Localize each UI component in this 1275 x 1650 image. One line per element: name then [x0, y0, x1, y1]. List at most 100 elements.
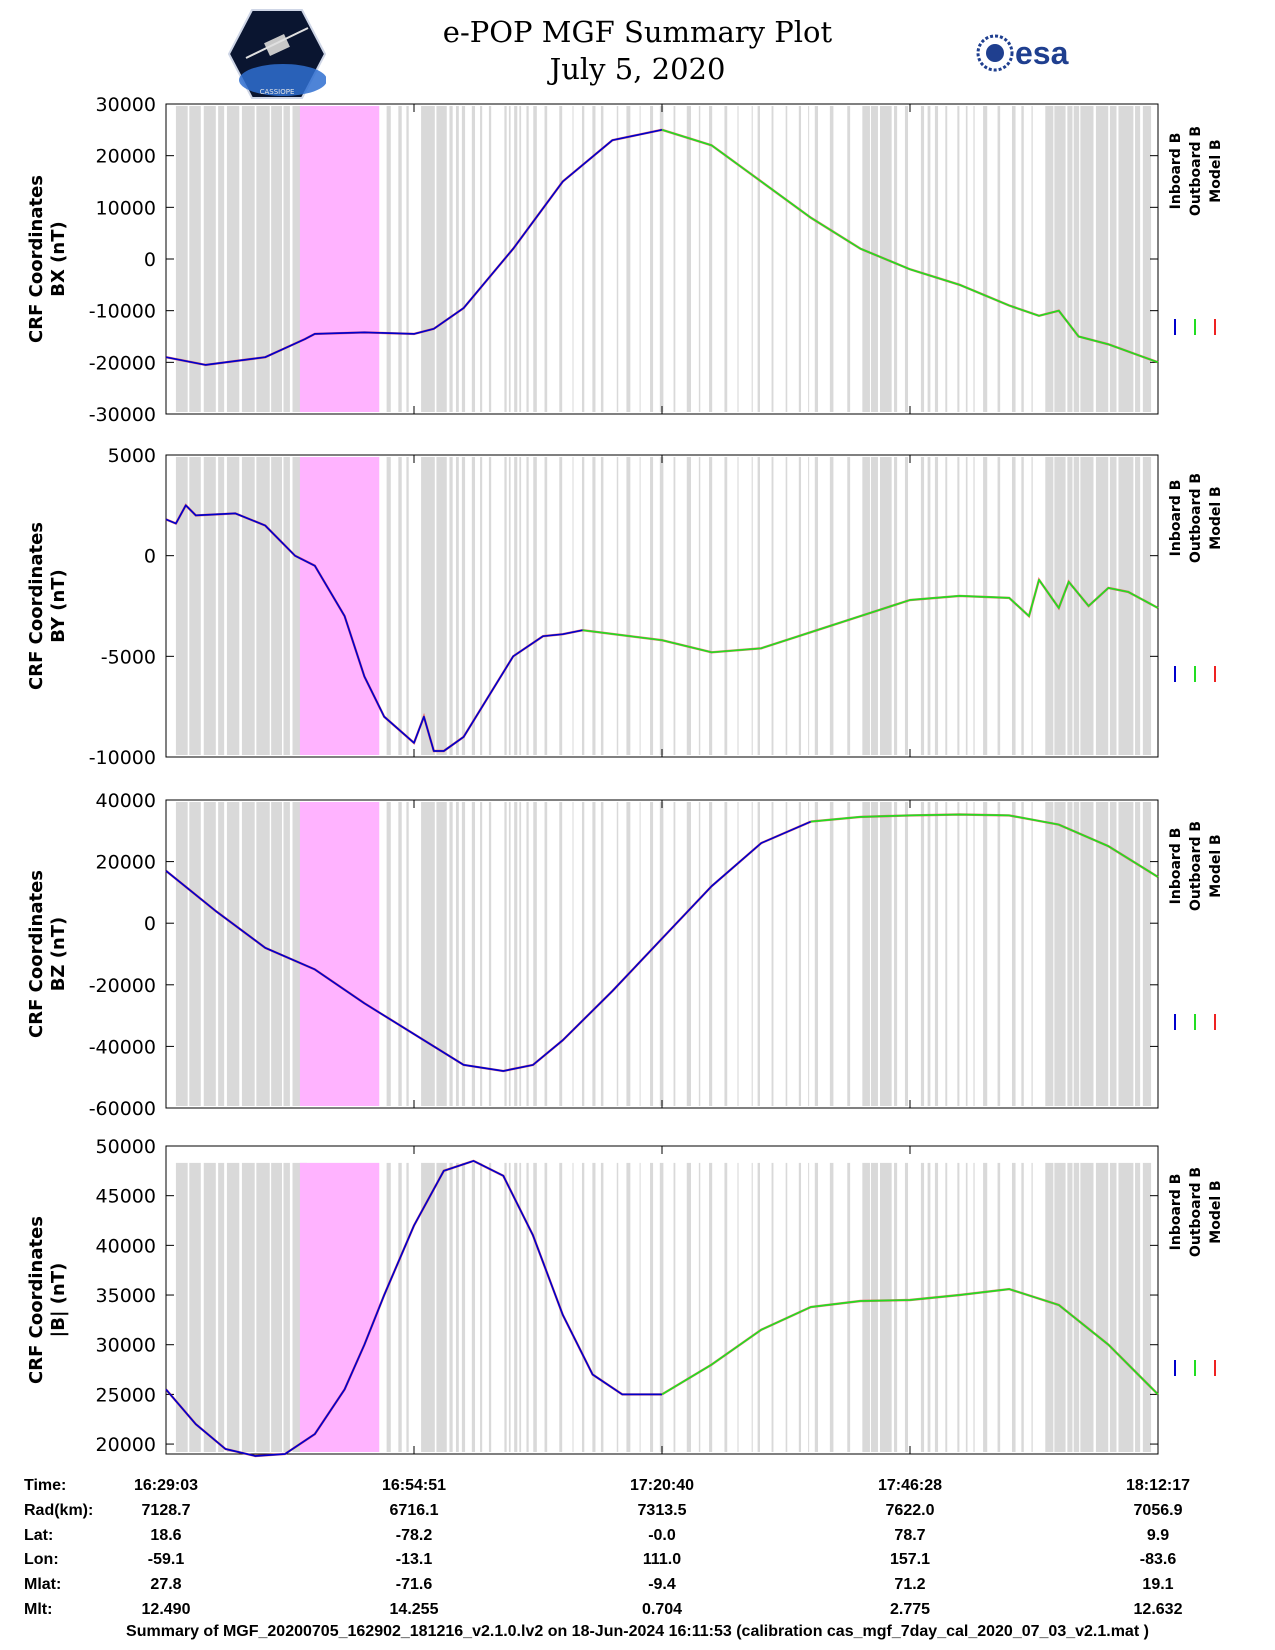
- info-cell: 17:20:40: [629, 1477, 695, 1494]
- gap-stripe: [455, 1162, 459, 1452]
- gap-stripe: [751, 1162, 753, 1452]
- info-cell: 14.255: [389, 1601, 439, 1618]
- gap-stripe: [945, 457, 948, 755]
- info-row-label: Rad(km):: [24, 1501, 94, 1519]
- gap-stripe: [508, 802, 511, 1106]
- y-tick-label: -20000: [89, 975, 156, 997]
- gap-stripe: [544, 457, 548, 755]
- gap-stripe: [983, 1162, 988, 1452]
- y-tick-label: 0: [144, 249, 156, 271]
- gap-stripe: [771, 457, 774, 755]
- gap-stripe: [894, 457, 898, 755]
- gap-stripe: [436, 457, 447, 755]
- gap-stripe: [973, 802, 975, 1106]
- gap-stripe: [514, 457, 518, 755]
- y-tick-label: -10000: [89, 301, 156, 323]
- gap-stripe: [616, 106, 619, 412]
- gap-shading: [175, 1162, 1152, 1452]
- gap-stripe: [983, 106, 988, 412]
- gap-stripe: [436, 106, 447, 412]
- gap-stripe: [533, 106, 537, 412]
- gap-stripe: [965, 802, 968, 1106]
- gap-stripe: [480, 457, 483, 755]
- gap-stripe: [798, 1162, 802, 1452]
- gap-stripe: [709, 106, 713, 412]
- y-tick-label: 35000: [96, 1285, 156, 1307]
- gap-stripe: [757, 1162, 760, 1452]
- gap-stripe: [997, 457, 1001, 755]
- gap-stripe: [421, 802, 435, 1106]
- gap-shading: [175, 106, 1152, 412]
- gap-stripe: [894, 106, 898, 412]
- gap-stripe: [724, 1162, 728, 1452]
- gap-stripe: [461, 106, 466, 412]
- gap-stripe: [771, 106, 774, 412]
- cassiope-logo-text: CASSIOPE: [260, 88, 295, 96]
- gap-stripe: [398, 802, 402, 1106]
- gap-stripe: [449, 457, 453, 755]
- gap-stripe: [957, 802, 960, 1106]
- gap-stripe: [1067, 802, 1073, 1106]
- info-cell: -0.0: [648, 1526, 676, 1544]
- gap-stripe: [271, 457, 283, 755]
- y-tick-label: 0: [144, 913, 156, 935]
- y-axis-label-line2: BX (nT): [48, 221, 69, 296]
- gap-stripe: [1109, 802, 1117, 1106]
- gap-stripe: [894, 1162, 898, 1452]
- gap-stripe: [488, 457, 492, 755]
- gap-stripe: [1095, 106, 1109, 412]
- gap-stripe: [519, 802, 522, 1106]
- series-model-line: [165, 1159, 662, 1458]
- y-tick-label: -20000: [89, 352, 156, 374]
- y-axis-label-line2: BY (nT): [48, 569, 69, 643]
- gap-stripe: [1011, 1162, 1016, 1452]
- gap-stripe: [673, 1162, 676, 1452]
- gap-stripe: [737, 802, 739, 1106]
- gap-stripe: [572, 106, 574, 412]
- gap-stripe: [934, 457, 939, 755]
- gap-stripe: [1135, 457, 1141, 755]
- gap-stripe: [406, 106, 409, 412]
- gap-stripe: [870, 106, 878, 412]
- gap-stripe: [1067, 1162, 1073, 1452]
- gap-stripe: [1135, 106, 1141, 412]
- gap-stripe: [1011, 802, 1016, 1106]
- gap-stripe: [471, 802, 476, 1106]
- gap-stripe: [189, 1162, 201, 1452]
- y-axis-label: CRF Coordinates|B| (nT): [26, 1216, 69, 1384]
- gap-stripe: [737, 106, 739, 412]
- gap-stripe: [616, 802, 619, 1106]
- gap-stripe: [659, 802, 664, 1106]
- gap-stripe: [880, 457, 892, 755]
- gap-stripe: [1142, 106, 1152, 412]
- gap-stripe: [1031, 1162, 1033, 1452]
- gap-stripe: [785, 457, 788, 755]
- gap-stripe: [709, 457, 713, 755]
- gap-stripe: [226, 457, 240, 755]
- gap-stripe: [927, 106, 931, 412]
- gap-stripe: [449, 802, 453, 1106]
- gap-stripe: [1080, 106, 1094, 412]
- gap-stripe: [1080, 802, 1094, 1106]
- gap-stripe: [283, 1162, 290, 1452]
- gap-stripe: [626, 106, 631, 412]
- gap-stripe: [983, 457, 988, 755]
- gap-stripe: [650, 1162, 654, 1452]
- gap-stripe: [226, 802, 240, 1106]
- gap-stripe: [785, 802, 788, 1106]
- gap-stripe: [514, 1162, 518, 1452]
- gap-stripe: [533, 1162, 537, 1452]
- gap-stripe: [1021, 802, 1024, 1106]
- gap-stripe: [203, 1162, 216, 1452]
- title-date: July 5, 2020: [549, 52, 726, 86]
- gap-stripe: [904, 457, 909, 755]
- gap-stripe: [945, 106, 948, 412]
- info-row-label: Lat:: [24, 1526, 54, 1544]
- legend-label: Outboard B: [1188, 821, 1204, 911]
- gap-stripe: [904, 802, 909, 1106]
- gap-stripe: [1118, 1162, 1134, 1452]
- gap-stripe: [724, 457, 728, 755]
- gap-stripe: [626, 802, 631, 1106]
- gap-stripe: [880, 1162, 892, 1452]
